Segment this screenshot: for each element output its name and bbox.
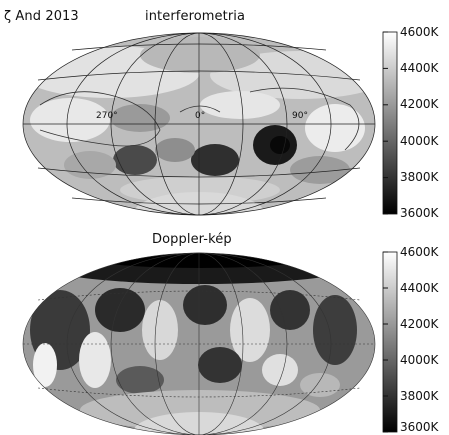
bottom-map-surface (30, 253, 370, 430)
cb-bottom-tick-3800: 3800K (400, 389, 439, 403)
bottom-map (22, 252, 376, 435)
cb-top-tick-4400: 4400K (400, 61, 439, 75)
cb-bottom-tick-4000: 4000K (400, 353, 439, 367)
colorbar-bottom (382, 251, 398, 433)
top-map (22, 32, 376, 216)
cb-bottom-tick-4400: 4400K (400, 281, 439, 295)
top-map-title: interferometria (145, 9, 246, 24)
cb-bottom-tick-4600: 4600K (400, 245, 439, 259)
star-label: ζ And 2013 (4, 9, 79, 24)
lon-label-270: 270° (96, 111, 118, 121)
cb-bottom-tick-4200: 4200K (400, 317, 439, 331)
lon-label-90: 90° (292, 111, 308, 121)
colorbar-top (382, 31, 398, 215)
top-grid (22, 32, 376, 216)
cb-top-tick-4000: 4000K (400, 134, 439, 148)
cb-bottom-tick-3600: 3600K (400, 420, 439, 434)
cb-top-tick-4600: 4600K (400, 25, 439, 39)
bottom-grid (22, 252, 376, 435)
bottom-map-title: Doppler-kép (152, 232, 232, 247)
cb-top-tick-3600: 3600K (400, 206, 439, 220)
lon-label-0: 0° (195, 111, 206, 121)
cb-top-tick-3800: 3800K (400, 170, 439, 184)
cb-top-tick-4200: 4200K (400, 97, 439, 111)
